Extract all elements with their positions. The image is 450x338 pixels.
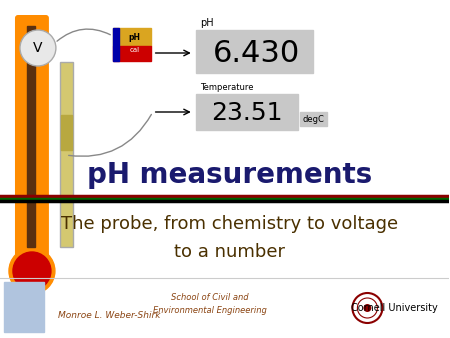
Circle shape [364,304,371,312]
Bar [4,282,44,332]
Bar [196,30,314,73]
Text: pH: pH [200,18,213,28]
Bar [61,115,72,150]
Text: pH measurements: pH measurements [87,161,372,189]
Text: Monroe L. Weber-Shirk: Monroe L. Weber-Shirk [58,311,160,319]
Text: 6.430: 6.430 [213,39,300,68]
Bar [27,26,35,247]
Bar [113,46,151,61]
Circle shape [9,248,55,294]
Bar [60,62,73,247]
Text: cal: cal [130,47,140,53]
Text: V: V [33,41,43,55]
Text: pH: pH [129,32,141,42]
Bar [113,28,151,46]
Text: Temperature: Temperature [200,83,253,92]
Circle shape [13,252,51,290]
Circle shape [20,30,56,66]
Bar [113,28,119,61]
Text: degC: degC [302,115,324,123]
Bar [196,94,297,130]
FancyBboxPatch shape [15,15,49,258]
Text: Cornell University: Cornell University [351,303,438,313]
Bar [300,112,328,126]
Text: School of Civil and
Environmental Engineering: School of Civil and Environmental Engine… [153,293,266,315]
Text: 23.51: 23.51 [211,101,282,125]
Text: The probe, from chemistry to voltage
to a number: The probe, from chemistry to voltage to … [61,215,398,261]
